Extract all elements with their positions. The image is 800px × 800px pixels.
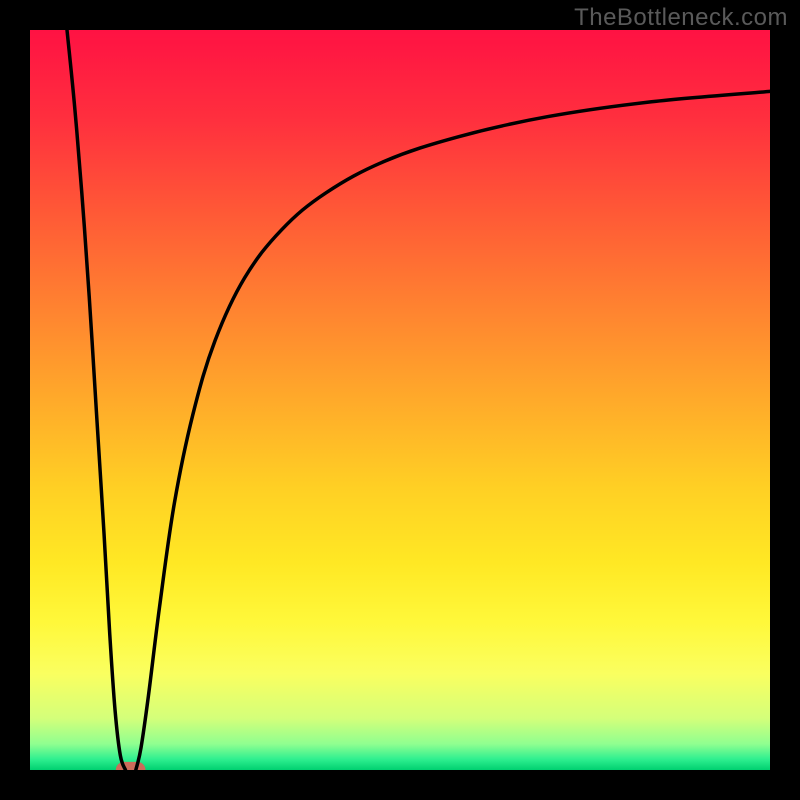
bottleneck-chart xyxy=(0,0,800,800)
chart-container: TheBottleneck.com xyxy=(0,0,800,800)
plot-background xyxy=(30,30,770,770)
